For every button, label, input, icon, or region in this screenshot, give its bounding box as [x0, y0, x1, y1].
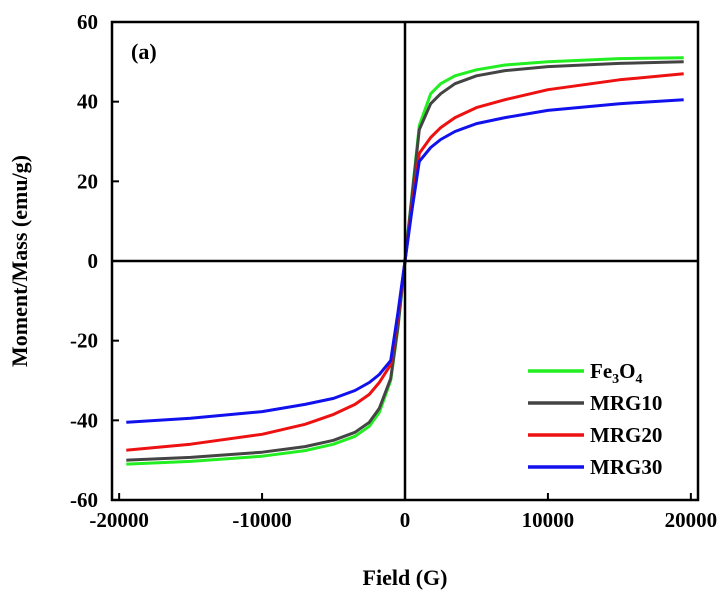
legend-label-1: Fe3O4: [590, 359, 643, 387]
y-tick-label: -40: [70, 408, 98, 432]
y-tick-label: 60: [77, 10, 98, 34]
legend-label-4: MRG30: [590, 455, 662, 479]
ticks-layer: -20000 -10000 0 10000 20000 -60 -40 -20 0 20 40 60: [70, 10, 717, 532]
legend: Fe3O4 MRG10 MRG20 MRG30: [528, 359, 662, 479]
y-tick-label: -20: [70, 329, 98, 353]
x-tick-label: -10000: [232, 508, 292, 532]
legend-label-3: MRG20: [590, 423, 662, 447]
y-tick-label: 20: [77, 169, 98, 193]
y-tick-label: -60: [70, 488, 98, 512]
y-tick-label: 0: [88, 249, 99, 273]
x-axis-title: Field (G): [363, 565, 448, 590]
x-tick-label: 20000: [665, 508, 718, 532]
x-tick-label: -20000: [89, 508, 149, 532]
y-tick-label: 40: [77, 90, 98, 114]
y-axis-title: Moment/Mass (emu/g): [7, 155, 32, 367]
x-tick-label: 10000: [522, 508, 575, 532]
panel-label: (a): [131, 39, 157, 64]
legend-label-2: MRG10: [590, 391, 662, 415]
x-tick-label: 0: [400, 508, 411, 532]
